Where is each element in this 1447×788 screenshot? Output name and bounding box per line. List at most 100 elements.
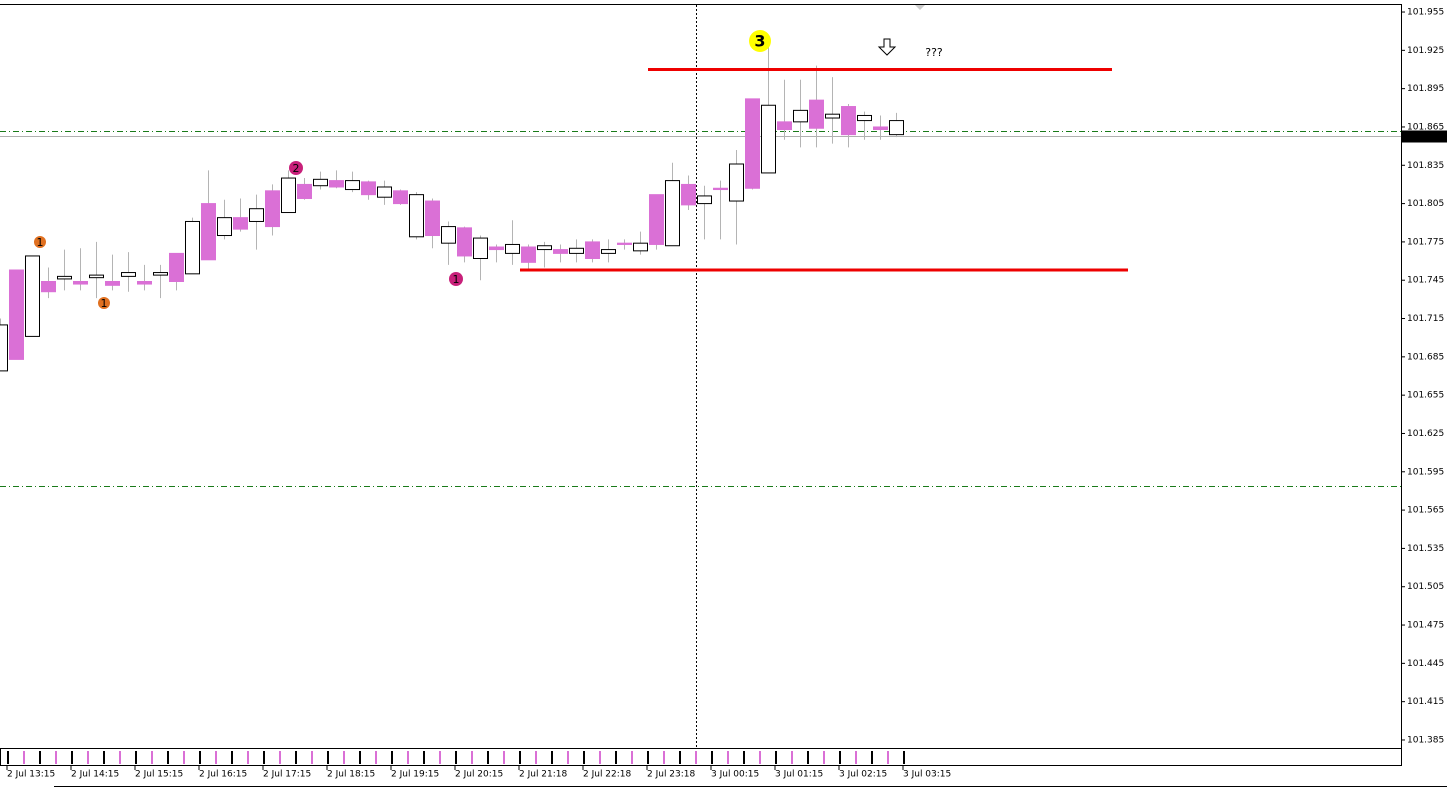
candle-body — [281, 177, 296, 214]
candle-body — [201, 203, 216, 261]
candle-body — [169, 252, 184, 282]
candle-body — [665, 180, 680, 247]
time-strip-tick — [439, 751, 441, 764]
shift-marker — [915, 5, 925, 10]
time-strip-tick — [807, 751, 809, 764]
x-tick-label: 3 Jul 01:15 — [775, 770, 823, 780]
time-strip-tick — [423, 751, 425, 764]
y-tick-label: 101.475 — [1407, 621, 1444, 631]
y-tick-label: 101.565 — [1407, 506, 1444, 516]
candle-body — [553, 249, 568, 254]
y-tick-label: 101.655 — [1407, 391, 1444, 401]
candle-body — [777, 121, 792, 131]
y-tick-label: 101.895 — [1407, 84, 1444, 94]
time-strip-tick — [135, 751, 137, 764]
x-tick-label: 2 Jul 19:15 — [391, 770, 439, 780]
time-strip-tick — [215, 751, 217, 764]
time-strip-tick — [183, 751, 185, 764]
candle-body — [265, 190, 280, 228]
marker — [289, 161, 303, 175]
y-tick-label: 101.535 — [1407, 544, 1444, 554]
time-strip-tick — [375, 751, 377, 764]
time-strip-tick — [839, 751, 841, 764]
x-tick-label: 3 Jul 03:15 — [903, 770, 951, 780]
time-strip-tick — [887, 751, 889, 764]
time-strip-tick — [871, 751, 873, 764]
time-strip-tick — [55, 751, 57, 764]
time-strip-tick — [791, 751, 793, 764]
marker — [34, 236, 46, 248]
time-strip-tick — [199, 751, 201, 764]
candle-body — [697, 195, 712, 205]
time-strip-tick — [855, 751, 857, 764]
candle-body — [745, 98, 760, 189]
candle-body — [313, 178, 328, 187]
last-price-box — [1402, 130, 1447, 143]
time-strip-tick — [663, 751, 665, 764]
time-strip-tick — [231, 751, 233, 764]
marker-label: 1 — [101, 297, 108, 310]
x-tick-label: 2 Jul 23:18 — [647, 770, 696, 780]
time-strip-tick — [391, 751, 393, 764]
time-strip-tick — [823, 751, 825, 764]
y-tick-label: 101.865 — [1407, 122, 1444, 132]
marker — [98, 297, 110, 309]
y-tick-label: 101.745 — [1407, 276, 1444, 286]
time-strip-tick — [743, 751, 745, 764]
down-arrow — [877, 38, 897, 56]
time-strip-tick — [151, 751, 153, 764]
time-strip-tick — [247, 751, 249, 764]
y-tick-label: 101.805 — [1407, 199, 1444, 209]
time-strip-tick — [775, 751, 777, 764]
time-strip-tick — [647, 751, 649, 764]
candle-body — [713, 187, 728, 191]
x-tick-label: 2 Jul 13:15 — [7, 770, 55, 780]
marker-label: 3 — [754, 32, 765, 51]
candle-body — [569, 247, 584, 254]
time-strip-tick — [327, 751, 329, 764]
candle-body — [857, 114, 872, 122]
y-tick-label: 101.385 — [1407, 735, 1444, 745]
time-strip-tick — [519, 751, 521, 764]
time-strip-tick — [727, 751, 729, 764]
y-tick-label: 101.505 — [1407, 582, 1444, 592]
time-strip-tick — [103, 751, 105, 764]
candle-body — [825, 113, 840, 119]
last-price-label: 101.858 — [1406, 132, 1443, 142]
time-strip-tick — [503, 751, 505, 764]
time-strip-tick — [119, 751, 121, 764]
x-tick-label: 2 Jul 14:15 — [71, 770, 119, 780]
candle-body — [105, 280, 120, 286]
time-strip-tick — [279, 751, 281, 764]
time-strip — [0, 748, 1402, 766]
candle-body — [489, 246, 504, 251]
candle-body — [521, 246, 536, 263]
candle-body — [649, 194, 664, 245]
candle-body — [457, 227, 472, 257]
y-tick-label: 101.925 — [1407, 46, 1444, 56]
candle-body — [761, 104, 776, 174]
x-tick-label: 2 Jul 18:15 — [327, 770, 375, 780]
time-strip-tick — [87, 751, 89, 764]
marker-label: 1 — [453, 273, 460, 286]
time-strip-tick — [71, 751, 73, 764]
candle-body — [793, 109, 808, 123]
candle-body — [57, 275, 72, 280]
time-strip-tick — [7, 751, 9, 764]
candle-body — [585, 241, 600, 260]
time-strip-tick — [471, 751, 473, 764]
candle-body — [425, 200, 440, 237]
y-tick-label: 101.715 — [1407, 314, 1444, 324]
marker-label: 2 — [293, 162, 300, 175]
candle-body — [361, 181, 376, 196]
y-tick-label: 101.415 — [1407, 697, 1444, 707]
candle-body — [9, 269, 24, 360]
candle-body — [617, 242, 632, 245]
y-tick-label: 101.625 — [1407, 429, 1444, 439]
y-tick-label: 101.445 — [1407, 659, 1444, 669]
y-tick-label: 101.685 — [1407, 352, 1444, 362]
marker — [449, 272, 463, 286]
candle-body — [841, 106, 856, 136]
candle-body — [441, 226, 456, 244]
